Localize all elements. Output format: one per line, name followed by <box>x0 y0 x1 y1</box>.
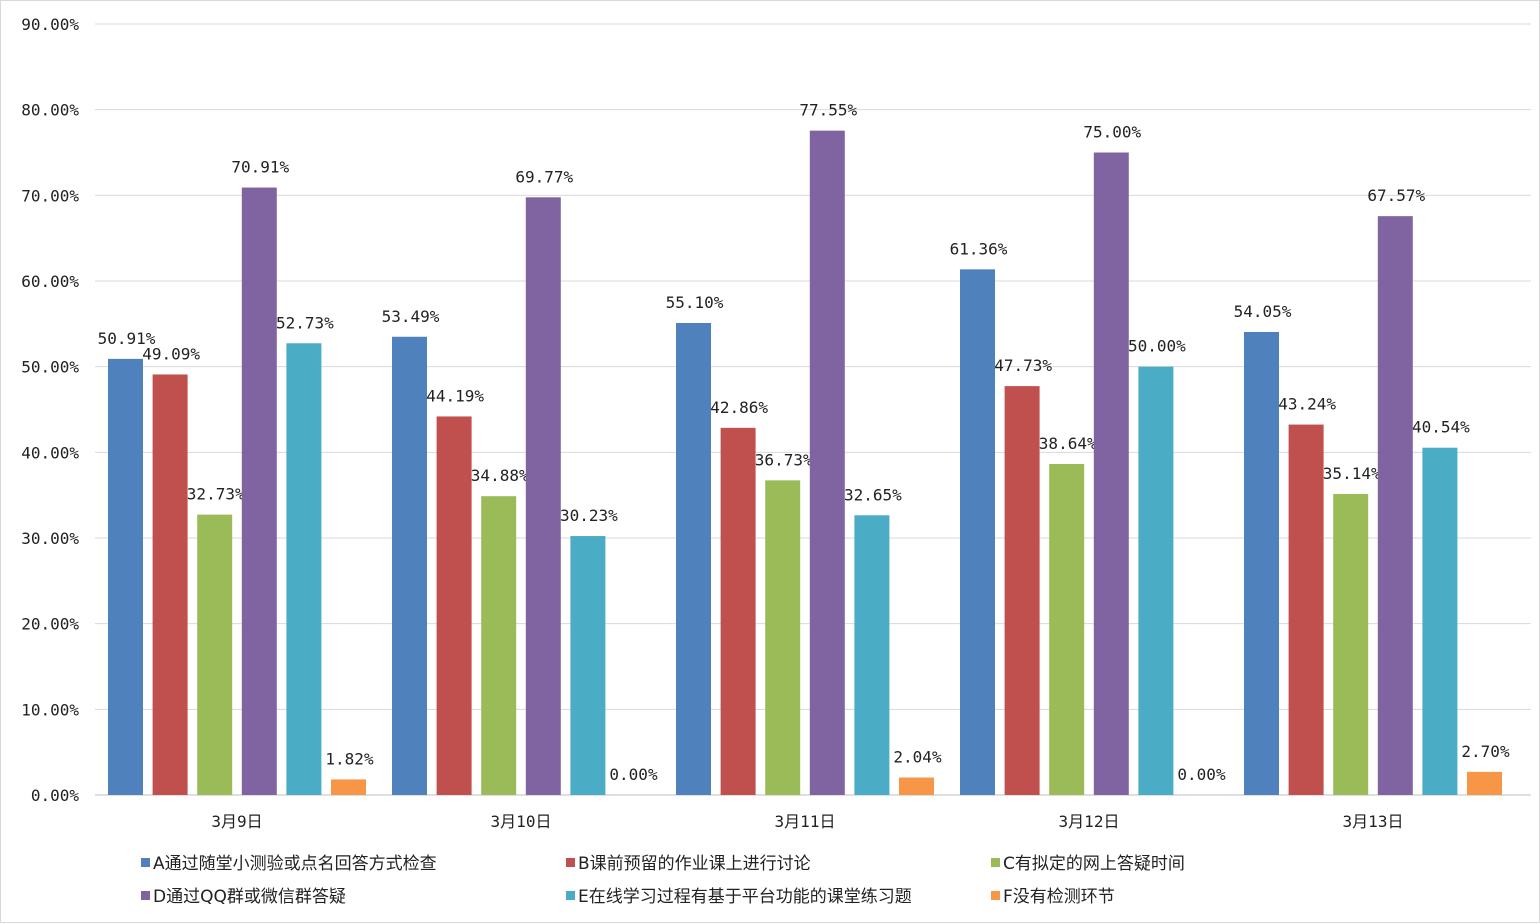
y-tick-label: 80.00% <box>21 101 79 120</box>
data-label: 44.19% <box>426 386 484 405</box>
data-label: 43.24% <box>1278 395 1336 414</box>
bar <box>1467 771 1502 795</box>
data-label: 49.09% <box>142 344 200 363</box>
y-tick-label: 70.00% <box>21 186 79 205</box>
x-tick-label: 3月11日 <box>775 812 836 831</box>
bar <box>570 536 606 795</box>
bar <box>436 416 472 795</box>
y-tick-label: 40.00% <box>21 443 79 462</box>
bar <box>809 130 845 795</box>
bar <box>1049 463 1085 795</box>
data-label: 34.88% <box>471 466 529 485</box>
data-label: 47.73% <box>994 356 1052 375</box>
bar <box>481 496 517 795</box>
bar <box>286 343 322 795</box>
data-label: 52.73% <box>276 313 334 332</box>
bar <box>152 374 188 795</box>
data-label: 32.65% <box>844 485 902 504</box>
data-label: 32.73% <box>187 485 245 504</box>
legend-label: B课前预留的作业课上进行讨论 <box>578 854 811 874</box>
data-label: 1.82% <box>325 749 374 768</box>
bar <box>1093 152 1129 795</box>
y-tick-label: 60.00% <box>21 272 79 291</box>
bar <box>854 515 890 795</box>
legend-swatch <box>991 858 1000 867</box>
data-label: 38.64% <box>1039 434 1097 453</box>
bar <box>331 779 366 795</box>
legend-swatch <box>141 858 150 867</box>
data-label: 50.91% <box>98 329 156 348</box>
data-label: 2.70% <box>1461 742 1510 761</box>
data-label: 40.54% <box>1412 418 1470 437</box>
bar <box>1004 386 1040 795</box>
x-tick-label: 3月12日 <box>1059 812 1120 831</box>
legend-label: F没有检测环节 <box>1003 887 1115 907</box>
data-label: 61.36% <box>950 239 1008 258</box>
data-label: 0.00% <box>1177 765 1226 784</box>
legend-swatch <box>566 858 575 867</box>
bar <box>1244 331 1279 795</box>
bar <box>108 358 143 795</box>
bar <box>720 427 756 795</box>
y-tick-label: 50.00% <box>21 358 79 377</box>
bar <box>241 187 277 796</box>
data-label: 0.00% <box>609 765 658 784</box>
x-tick-label: 3月10日 <box>491 812 552 831</box>
legend-label: E在线学习过程有基于平台功能的课堂练习题 <box>578 887 912 907</box>
legend-label: D通过QQ群或微信群答疑 <box>153 887 346 907</box>
data-label: 54.05% <box>1234 302 1292 321</box>
x-tick-label: 3月9日 <box>211 812 262 831</box>
bar <box>1288 424 1324 795</box>
data-label: 35.14% <box>1323 464 1381 483</box>
data-label: 42.86% <box>710 398 768 417</box>
y-tick-label: 90.00% <box>21 15 79 34</box>
data-label: 36.73% <box>755 450 813 469</box>
legend-label: A通过随堂小测验或点名回答方式检查 <box>153 854 437 874</box>
legend-swatch <box>566 891 575 900</box>
data-label: 53.49% <box>382 307 440 326</box>
data-label: 70.91% <box>231 158 289 177</box>
y-tick-label: 30.00% <box>21 529 79 548</box>
y-tick-label: 20.00% <box>21 615 79 634</box>
bar <box>525 197 561 796</box>
legend-swatch <box>991 891 1000 900</box>
bar <box>1138 366 1174 795</box>
bar <box>960 269 995 795</box>
legend-swatch <box>141 891 150 900</box>
data-label: 69.77% <box>515 167 573 186</box>
bar <box>197 514 233 795</box>
legend-label: C有拟定的网上答疑时间 <box>1003 854 1185 874</box>
bar <box>765 480 801 795</box>
bar <box>899 777 934 795</box>
bar <box>392 336 427 795</box>
y-tick-label: 0.00% <box>31 786 80 805</box>
bar <box>676 322 711 795</box>
data-label: 67.57% <box>1367 186 1425 205</box>
bar <box>1377 216 1413 795</box>
y-tick-label: 10.00% <box>21 700 79 719</box>
x-tick-label: 3月13日 <box>1343 812 1404 831</box>
data-label: 75.00% <box>1083 123 1141 142</box>
data-label: 30.23% <box>560 506 618 525</box>
bar <box>1422 447 1458 795</box>
data-label: 2.04% <box>893 748 942 767</box>
bar <box>1333 493 1369 795</box>
data-label: 77.55% <box>799 101 857 120</box>
data-label: 55.10% <box>666 293 724 312</box>
data-label: 50.00% <box>1128 337 1186 356</box>
